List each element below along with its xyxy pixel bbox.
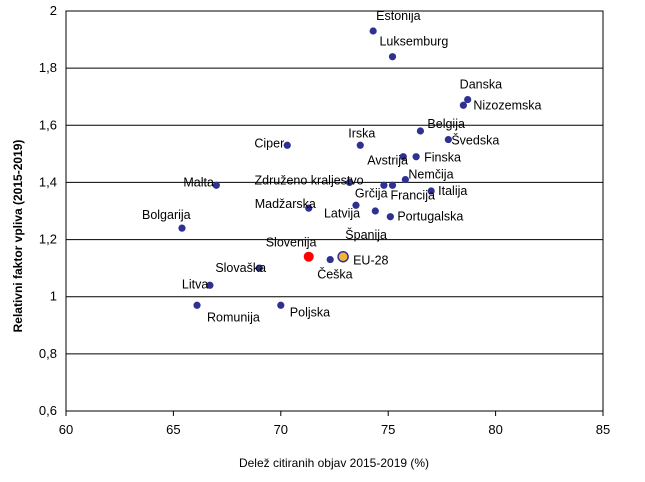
y-axis-title: Relativni faktor vpliva (2015-2019) [11, 140, 25, 333]
point-madžarska [305, 204, 313, 212]
plot-border [65, 10, 604, 412]
point-belgija [416, 127, 425, 135]
point-češka [326, 255, 334, 264]
point-irska [356, 141, 364, 149]
point-portugalska [386, 213, 394, 221]
point-nemčija [401, 175, 409, 184]
point-label: Švedska [451, 133, 499, 148]
point-label: Luksemburg [379, 35, 448, 49]
point-label: Združeno kraljestvo [255, 173, 364, 187]
point-label: Irska [348, 126, 375, 140]
point-label: Danska [460, 78, 502, 92]
point-ciper [283, 141, 291, 149]
data-points [178, 27, 472, 309]
point-labels: Estonija Luksemburg Danska Nizozemska Belgij… [142, 9, 542, 324]
point-luksemburg [388, 53, 397, 61]
point-label: Slovaška [215, 261, 266, 275]
point-label: Finska [424, 151, 461, 165]
y-tick-label: 1,4 [39, 174, 57, 189]
y-tick-label: 1,2 [39, 232, 57, 247]
point-nizozemska [459, 101, 467, 109]
x-tick-label: 70 [274, 422, 288, 437]
point-poljska [277, 301, 285, 309]
point-litva [206, 281, 214, 289]
point-label: Latvija [324, 206, 360, 220]
y-tick-label: 0,6 [39, 403, 57, 418]
point-danska [464, 95, 472, 104]
point-label: Nizozemska [473, 98, 541, 112]
point-latvija [352, 201, 360, 209]
point-finska [412, 153, 420, 161]
point-label: Italija [438, 184, 467, 198]
x-tick-label: 80 [488, 422, 502, 437]
point-label: Estonija [376, 9, 421, 23]
x-axis-ticks: 60 65 70 75 80 85 [59, 411, 610, 437]
point-label: Malta [183, 175, 214, 189]
x-tick-label: 65 [166, 422, 180, 437]
x-tick-label: 75 [381, 422, 395, 437]
point-švedska [444, 135, 452, 144]
y-tick-label: 0,8 [39, 346, 57, 361]
point-label: Nemčija [408, 168, 453, 182]
point-label: Slovenija [266, 236, 317, 250]
point-label: Madžarska [255, 197, 316, 211]
point-bolgarija [178, 224, 186, 232]
point-italija [427, 187, 435, 195]
y-tick-label: 1,6 [39, 117, 57, 132]
point-eu-28 [337, 250, 349, 263]
point-avstrija [399, 153, 407, 161]
x-tick-label: 85 [596, 422, 610, 437]
point-label: Belgija [427, 117, 465, 131]
point-španija [371, 207, 379, 215]
point-label: Portugalska [397, 210, 463, 224]
point-label: Romunija [207, 310, 260, 324]
grid-lines [65, 10, 604, 412]
point-label: Ciper [254, 136, 284, 150]
x-axis-title: Delež citiranih objav 2015-2019 (%) [239, 456, 429, 470]
point-grčija [380, 181, 388, 189]
point-label: Grčija [355, 186, 388, 200]
point-slovaška [255, 264, 263, 272]
point-romunija [193, 301, 201, 309]
point-label: Poljska [290, 305, 330, 319]
point-estonija [369, 27, 377, 35]
point-label: Češka [317, 267, 352, 282]
point-združeno-kraljestvo [345, 178, 354, 187]
point-malta [212, 181, 220, 189]
point-label: Bolgarija [142, 208, 191, 222]
y-tick-label: 1 [50, 289, 57, 304]
x-tick-label: 60 [59, 422, 73, 437]
y-tick-label: 2 [50, 3, 57, 18]
point-slovenija [303, 251, 314, 262]
point-francija [388, 181, 397, 189]
point-label: Španija [345, 227, 387, 242]
point-label: Avstrija [367, 154, 408, 168]
point-label: Francija [390, 188, 435, 202]
y-axis-ticks: 0,6 0,8 1 1,2 1,4 1,6 1,8 2 [39, 3, 57, 418]
point-label: Litva [182, 277, 208, 291]
point-label: EU-28 [353, 254, 388, 268]
y-tick-label: 1,8 [39, 60, 57, 75]
